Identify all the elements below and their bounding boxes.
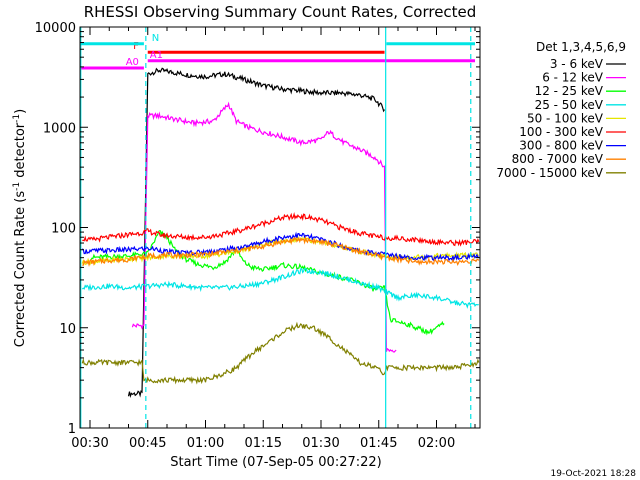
x-tick-label: 01:45: [360, 436, 397, 451]
x-tick-label: 00:45: [129, 436, 166, 451]
timestamp: 19-Oct-2021 18:28: [551, 469, 637, 479]
legend-label-7000-15000-kev: 7000 - 15000 keV: [496, 166, 603, 180]
state-bar-label: N: [152, 33, 159, 44]
legend-label-6-12-kev: 6 - 12 keV: [542, 71, 604, 85]
x-tick-label: 00:30: [71, 436, 108, 451]
legend-label-12-25-kev: 12 - 25 keV: [535, 84, 604, 98]
legend-label-300-800-kev: 300 - 800 keV: [519, 139, 603, 153]
y-axis-label: Corrected Count Rate (s-1 detector-1): [12, 109, 28, 347]
legend-label-3-6-kev: 3 - 6 keV: [550, 57, 604, 71]
x-tick-label: 01:30: [302, 436, 339, 451]
y-tick-label: 1000: [43, 121, 76, 136]
series-layer: [81, 67, 480, 398]
x-axis-label: Start Time (07-Sep-05 00:27:22): [170, 455, 381, 470]
state-bar-label: A0: [126, 57, 139, 68]
x-tick-label: 02:00: [418, 436, 455, 451]
x-tick-label: 01:00: [187, 436, 224, 451]
state-bar-label: A1: [150, 50, 163, 61]
legend-label-100-300-kev: 100 - 300 keV: [519, 125, 603, 139]
series-line-25-50-kev: [81, 267, 479, 309]
x-tick-label: 01:15: [245, 436, 282, 451]
y-tick-label: 100: [51, 222, 76, 237]
chart-title: RHESSI Observing Summary Count Rates, Co…: [84, 3, 477, 21]
series-line-6-12-kev: [131, 101, 397, 353]
y-tick-label: 10000: [35, 21, 76, 36]
y-tick-label: 1: [68, 422, 76, 437]
series-line-3-6-kev: [127, 67, 386, 398]
series-line-7000-15000-kev: [81, 321, 480, 385]
legend-label-25-50-kev: 25 - 50 keV: [535, 98, 604, 112]
series-line-800-7000-kev: [82, 235, 480, 267]
state-bar-label: F: [133, 41, 139, 52]
y-tick-label: 10: [59, 322, 76, 337]
y-axis: 1 10 100 1000 10000: [35, 21, 480, 437]
legend-label-800-7000-kev: 800 - 7000 keV: [512, 152, 604, 166]
legend-label-50-100-kev: 50 - 100 keV: [527, 111, 604, 125]
series-line-300-800-kev: [81, 231, 480, 262]
x-axis: 00:30 00:45 01:00 01:15 01:30 01:45 02:00: [71, 27, 476, 451]
state-bars-layer: F A0 A1 N: [80, 33, 475, 70]
legend-title: Det 1,3,4,5,6,9: [536, 40, 626, 54]
series-line-100-300-kev: [82, 212, 480, 247]
